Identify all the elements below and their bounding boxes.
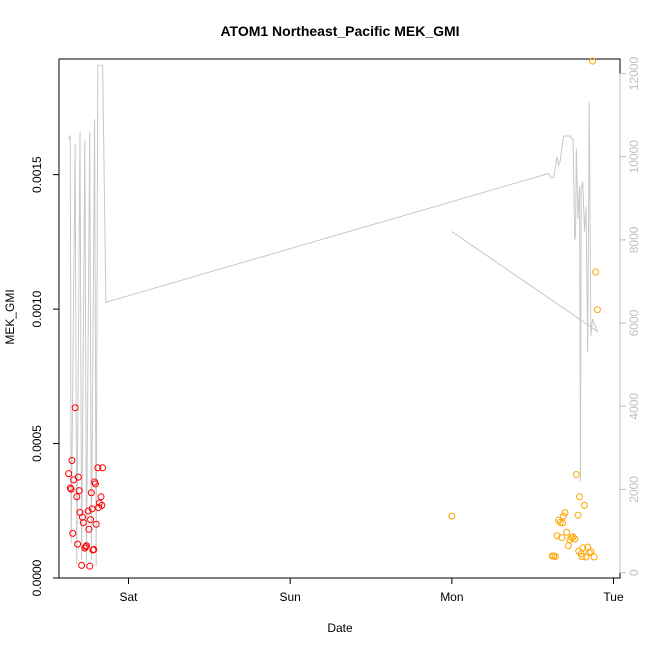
data-point-series-2	[587, 548, 595, 556]
x-axis: Sat Sun Mon Tue	[120, 577, 624, 604]
data-point-series-2	[574, 511, 582, 519]
data-point-series-1	[92, 520, 100, 528]
data-point-series-2	[561, 509, 569, 517]
x-axis-label: Date	[327, 621, 353, 635]
data-point-series-2	[592, 268, 600, 276]
data-point-series-2	[571, 535, 579, 543]
data-point-series-2	[553, 532, 561, 540]
data-point-series-1	[84, 507, 92, 515]
data-point-series-2	[558, 534, 566, 542]
chart-title: ATOM1 Northeast_Pacific MEK_GMI	[220, 23, 459, 39]
secondary-y-tick-label: 6000	[627, 309, 641, 336]
data-point-series-1	[67, 485, 75, 493]
data-point-series-1	[98, 501, 106, 509]
data-point-series-2	[559, 519, 567, 527]
data-point-series-1	[99, 464, 107, 472]
data-point-series-2	[576, 493, 584, 501]
secondary-series-line	[68, 64, 599, 567]
data-point-series-2	[569, 533, 577, 541]
data-point-series-1	[75, 487, 83, 495]
data-point-series-2	[590, 553, 598, 561]
data-point-series-1	[82, 542, 90, 550]
data-point-series-1	[90, 546, 98, 553]
data-point-series-2	[585, 549, 593, 557]
x-tick-label: Sun	[280, 590, 301, 604]
data-point-series-2	[578, 552, 586, 560]
data-point-series-1	[97, 493, 105, 501]
data-point-series-2	[563, 528, 571, 536]
data-point-series-1	[69, 529, 77, 537]
y-tick-label: 0.0005	[30, 425, 44, 462]
data-point-series-1	[87, 489, 95, 497]
secondary-line-layer	[68, 64, 599, 567]
data-point-series-1	[74, 540, 82, 548]
data-point-series-1	[88, 505, 96, 513]
secondary-y-axis: 0 2000 4000 6000 8000 10000 12000	[619, 57, 641, 576]
data-point-series-1	[94, 464, 102, 472]
y-tick-label: 0.0015	[30, 156, 44, 193]
data-point-series-1	[71, 404, 79, 412]
data-point-series-1	[65, 470, 73, 478]
secondary-y-tick-label: 10000	[627, 140, 641, 174]
data-point-series-2	[579, 544, 587, 552]
y-axis: 0.0000 0.0005 0.0010 0.0015	[30, 156, 60, 596]
secondary-y-tick-label: 12000	[627, 57, 641, 91]
secondary-y-tick-label: 2000	[627, 476, 641, 503]
y-tick-label: 0.0000	[30, 559, 44, 596]
data-point-series-1	[68, 456, 76, 464]
plot-frame	[58, 58, 621, 579]
data-point-series-1	[82, 543, 90, 551]
data-point-series-1	[87, 516, 95, 524]
data-point-series-2	[582, 553, 590, 561]
secondary-y-tick-label: 8000	[627, 226, 641, 253]
data-point-series-1	[78, 513, 86, 521]
secondary-y-tick-label: 0	[627, 569, 641, 576]
data-point-series-1	[86, 562, 94, 570]
points-layer	[65, 57, 601, 570]
data-point-series-1	[79, 519, 87, 527]
data-point-series-2	[580, 501, 588, 509]
data-point-series-1	[74, 473, 82, 481]
plot-frame-layer	[58, 58, 621, 579]
data-point-series-1	[66, 484, 74, 492]
data-point-series-2	[559, 512, 567, 520]
data-point-series-1	[73, 493, 81, 501]
data-point-series-2	[551, 552, 559, 560]
y-tick-label: 0.0010	[30, 290, 44, 327]
x-tick-label: Sat	[120, 590, 139, 604]
data-point-series-2	[572, 470, 580, 478]
data-point-series-2	[448, 512, 456, 520]
x-tick-label: Mon	[440, 590, 463, 604]
y-axis-label: MEK_GMI	[3, 289, 17, 344]
data-point-series-1	[85, 525, 93, 533]
x-tick-label: Tue	[603, 590, 624, 604]
data-point-series-2	[593, 306, 601, 314]
data-point-series-1	[78, 561, 86, 569]
data-point-series-1	[91, 480, 99, 488]
data-point-series-1	[95, 499, 103, 507]
secondary-y-tick-label: 4000	[627, 393, 641, 420]
data-point-series-2	[589, 57, 597, 65]
data-point-series-2	[564, 542, 572, 550]
